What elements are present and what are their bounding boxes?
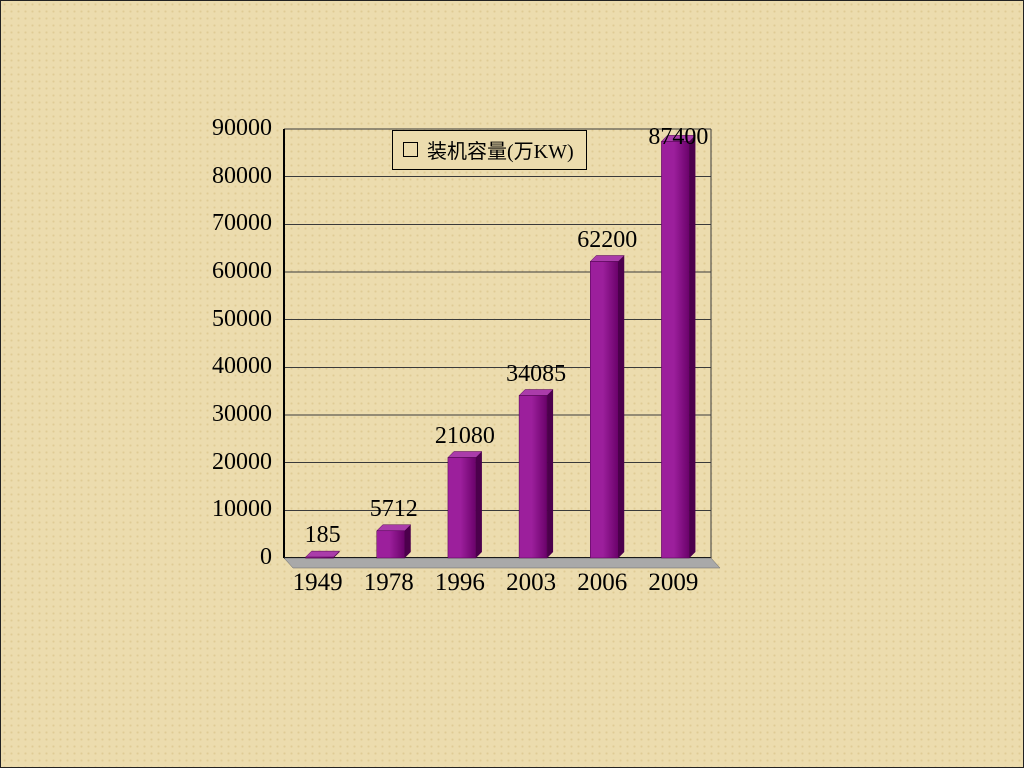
bar-value-label: 62200 [577,226,638,253]
bar [518,395,548,559]
bar-value-label: 5712 [369,495,418,522]
bar [305,556,334,559]
x-category-label: 1978 [363,569,414,596]
y-tick-label: 30000 [212,401,272,427]
bar-side-face [475,451,482,558]
y-tick-label: 80000 [212,162,272,189]
bar-top-face [304,550,341,558]
x-category-label: 2003 [506,569,557,596]
bar-top-face [376,524,412,532]
y-tick-label: 50000 [212,305,272,332]
x-category-label: 1949 [292,569,343,596]
bar [661,141,690,559]
bar [590,261,619,559]
x-category-label: 2009 [648,569,699,596]
chart-floor [283,557,721,569]
bar-side-face [547,389,554,558]
y-tick-label: 60000 [212,258,272,284]
y-tick-label: 20000 [212,448,272,475]
y-tick-label: 40000 [212,353,272,380]
legend: 装机容量(万KW) [392,130,587,170]
bar-value-label: 87400 [648,124,709,150]
bar-value-label: 185 [304,522,341,549]
bar-side-face [618,255,625,558]
bar-side-face [404,524,411,558]
y-tick-label: 0 [260,544,272,570]
legend-label: 装机容量(万KW) [427,141,574,163]
bar-value-label: 21080 [434,422,495,449]
bar-side-face [689,135,696,559]
legend-swatch-icon [403,142,418,157]
bar [376,530,405,559]
y-tick-label: 90000 [212,115,272,141]
y-tick-label: 70000 [212,210,272,237]
bar [447,457,477,559]
bar-side-face [333,551,340,558]
x-category-label: 2006 [577,569,628,596]
bar-value-label: 34085 [506,360,567,387]
x-category-label: 1996 [434,569,485,596]
y-tick-label: 10000 [212,496,272,523]
